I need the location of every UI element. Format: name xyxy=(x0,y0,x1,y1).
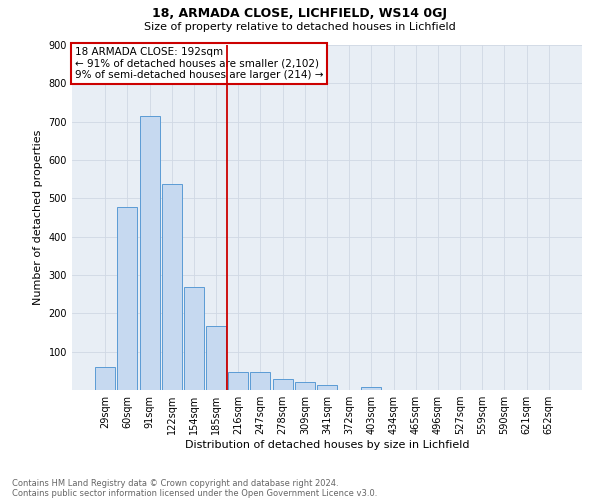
X-axis label: Distribution of detached houses by size in Lichfield: Distribution of detached houses by size … xyxy=(185,440,469,450)
Bar xyxy=(317,384,337,390)
Bar xyxy=(361,387,382,390)
Text: 18, ARMADA CLOSE, LICHFIELD, WS14 0GJ: 18, ARMADA CLOSE, LICHFIELD, WS14 0GJ xyxy=(152,8,448,20)
Text: Contains HM Land Registry data © Crown copyright and database right 2024.: Contains HM Land Registry data © Crown c… xyxy=(12,478,338,488)
Bar xyxy=(206,326,226,390)
Bar xyxy=(272,378,293,390)
Bar xyxy=(250,372,271,390)
Bar xyxy=(140,116,160,390)
Bar xyxy=(95,367,115,390)
Text: 18 ARMADA CLOSE: 192sqm
← 91% of detached houses are smaller (2,102)
9% of semi-: 18 ARMADA CLOSE: 192sqm ← 91% of detache… xyxy=(74,46,323,80)
Bar xyxy=(184,288,204,390)
Bar xyxy=(295,382,315,390)
Text: Contains public sector information licensed under the Open Government Licence v3: Contains public sector information licen… xyxy=(12,488,377,498)
Text: Size of property relative to detached houses in Lichfield: Size of property relative to detached ho… xyxy=(144,22,456,32)
Bar xyxy=(118,207,137,390)
Y-axis label: Number of detached properties: Number of detached properties xyxy=(33,130,43,305)
Bar xyxy=(162,184,182,390)
Bar xyxy=(228,372,248,390)
